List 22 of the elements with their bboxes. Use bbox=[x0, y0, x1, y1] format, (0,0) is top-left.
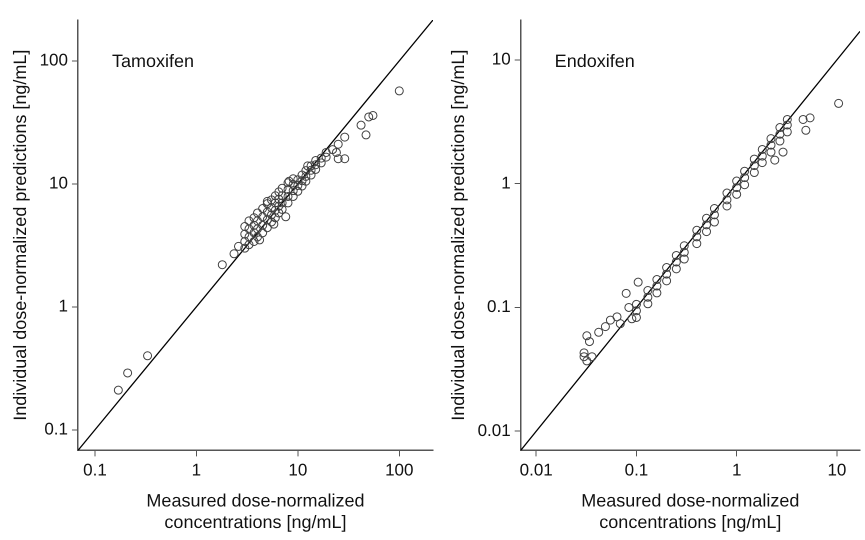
x-tick-label: 0.01 bbox=[520, 460, 553, 480]
x-axis-title: Measured dose-normalized concentrations [ng/mL] bbox=[581, 490, 800, 532]
y-tick-label: 1 bbox=[58, 296, 68, 316]
text: Endoxifen bbox=[554, 50, 635, 71]
y-tick-label: 100 bbox=[40, 50, 68, 70]
y-axis-title: Individual dose-normalized predictions [ng/mL] bbox=[448, 50, 468, 421]
y-tick-label: 10 bbox=[492, 50, 511, 69]
y-tick-label: 0.1 bbox=[487, 297, 511, 316]
y-tick-label: 10 bbox=[49, 174, 68, 193]
x-tick-label: 10 bbox=[288, 460, 308, 480]
x-tick-label: 1 bbox=[192, 460, 202, 480]
x-tick-label: 0.1 bbox=[83, 460, 107, 480]
x-tick-label: 1 bbox=[732, 460, 742, 480]
y-tick-label: 0.01 bbox=[478, 420, 511, 440]
y-tick-label: 0.1 bbox=[44, 419, 68, 438]
x-axis-title: Measured dose-normalized concentrations [ng/mL] bbox=[146, 490, 365, 532]
x-tick-label: 0.1 bbox=[624, 460, 648, 480]
y-tick-label: 1 bbox=[501, 173, 511, 192]
y-axis-title: Individual dose-normalized predictions [ng/mL] bbox=[10, 50, 30, 421]
x-tick-label: 100 bbox=[385, 460, 414, 480]
text: Tamoxifen bbox=[112, 50, 194, 71]
x-tick-label: 10 bbox=[827, 460, 846, 480]
